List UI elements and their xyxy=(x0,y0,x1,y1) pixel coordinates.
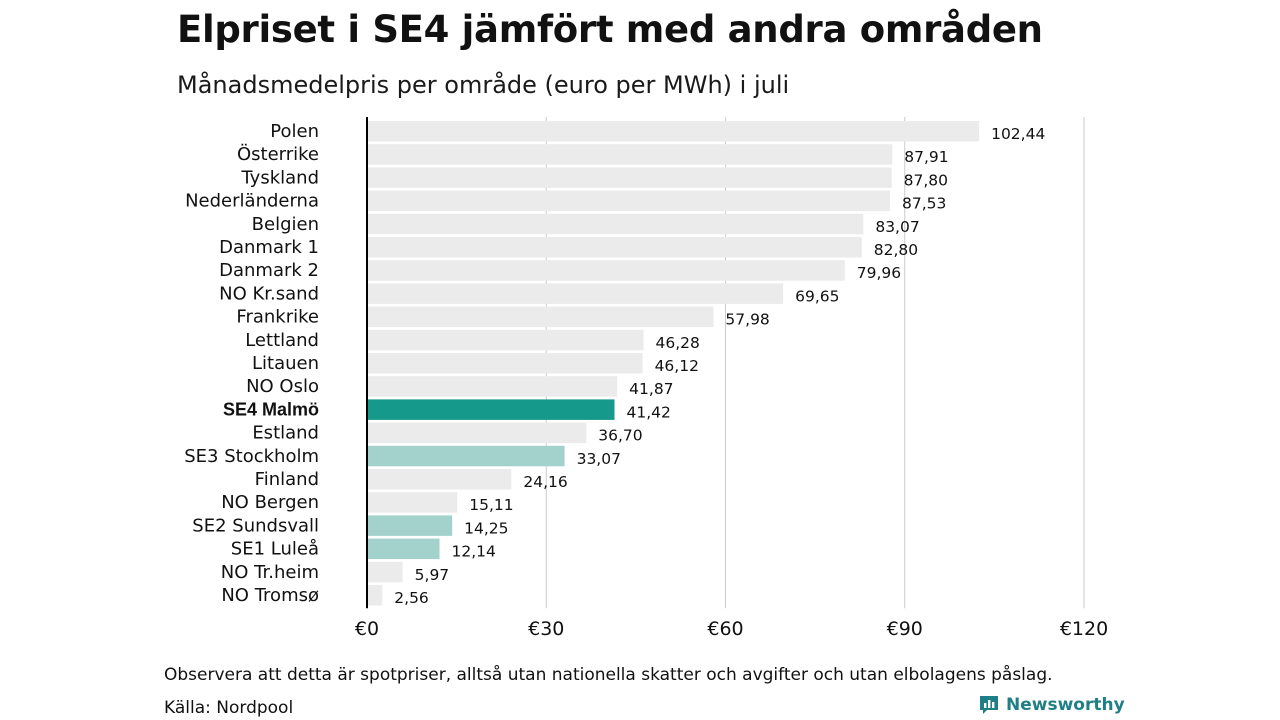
category-label: Finland xyxy=(255,469,319,490)
value-label: 69,65 xyxy=(795,287,839,305)
x-tick-label: €90 xyxy=(887,618,923,640)
category-label: Lettland xyxy=(245,330,319,351)
bar xyxy=(367,469,512,490)
value-label: 87,53 xyxy=(902,195,946,213)
value-label: 46,12 xyxy=(655,357,699,375)
bar xyxy=(367,376,618,397)
category-label: Danmark 1 xyxy=(219,237,319,258)
bars xyxy=(367,121,980,606)
category-label: SE4 Malmö xyxy=(223,399,319,419)
bar xyxy=(367,445,565,467)
brand-logo: Newsworthy xyxy=(978,694,1125,716)
bar xyxy=(367,260,845,281)
category-label: Frankrike xyxy=(236,307,319,328)
bar xyxy=(367,283,784,304)
x-axis: €0 €30 €60 €90 €120 xyxy=(355,117,1108,640)
chart-title: Elpriset i SE4 jämfört med andra områden xyxy=(177,8,1043,51)
value-label: 41,42 xyxy=(626,403,670,421)
x-tick-label: €60 xyxy=(707,618,743,640)
value-label: 2,56 xyxy=(394,589,429,607)
value-label: 87,80 xyxy=(904,171,948,189)
category-label: SE2 Sundsvall xyxy=(192,515,319,536)
bar xyxy=(367,561,403,583)
value-label: 33,07 xyxy=(577,450,621,468)
value-label: 83,07 xyxy=(875,218,919,236)
brand-name: Newsworthy xyxy=(1006,695,1125,715)
bar xyxy=(367,167,892,188)
value-labels: 102,44 87,91 87,80 87,53 83,07 82,80 79,96 69,6… xyxy=(394,125,1045,607)
value-label: 5,97 xyxy=(415,566,450,584)
category-label: Estland xyxy=(252,423,319,444)
category-label: NO Tr.heim xyxy=(221,562,319,583)
value-label: 102,44 xyxy=(991,125,1045,143)
bar xyxy=(367,121,980,142)
chart-subtitle: Månadsmedelpris per område (euro per MWh… xyxy=(177,71,790,99)
bar xyxy=(367,190,890,212)
category-label: NO Tromsø xyxy=(221,585,319,606)
value-label: 57,98 xyxy=(725,311,769,329)
bar xyxy=(367,353,643,374)
bar xyxy=(367,237,862,258)
bar xyxy=(367,492,458,513)
bar xyxy=(367,399,615,420)
bar xyxy=(367,144,893,165)
category-label: NO Bergen xyxy=(221,492,319,513)
value-label: 41,87 xyxy=(629,380,673,398)
value-label: 24,16 xyxy=(523,473,567,491)
category-label: Polen xyxy=(270,121,319,142)
category-label: NO Kr.sand xyxy=(219,283,319,304)
newsworthy-logo-icon xyxy=(980,696,998,714)
x-tick-label: €120 xyxy=(1060,618,1108,640)
value-label: 46,28 xyxy=(656,334,700,352)
bar xyxy=(367,213,864,235)
category-label: Litauen xyxy=(252,353,319,374)
category-label: Belgien xyxy=(252,214,319,235)
category-label: Nederländerna xyxy=(185,191,319,212)
category-label: Österrike xyxy=(237,143,319,165)
x-tick-label: €30 xyxy=(528,618,564,640)
footnote: Observera att detta är spotpriser, allts… xyxy=(164,665,1053,685)
x-tick-label: €0 xyxy=(355,618,379,640)
source-credit: Källa: Nordpool xyxy=(164,698,294,718)
category-label: SE3 Stockholm xyxy=(184,446,319,467)
value-label: 14,25 xyxy=(464,519,508,537)
value-label: 82,80 xyxy=(874,241,918,259)
bar xyxy=(367,329,644,351)
value-label: 12,14 xyxy=(452,543,496,561)
value-label: 15,11 xyxy=(469,496,513,514)
category-label: SE1 Luleå xyxy=(231,539,319,560)
bar xyxy=(367,585,383,606)
category-label: Danmark 2 xyxy=(219,260,319,281)
value-label: 87,91 xyxy=(904,148,948,166)
value-label: 36,70 xyxy=(598,427,642,445)
category-label: Tyskland xyxy=(240,167,319,188)
value-label: 79,96 xyxy=(857,264,901,282)
bar xyxy=(367,515,453,536)
category-label: NO Oslo xyxy=(246,376,319,397)
bar xyxy=(367,422,587,444)
bar xyxy=(367,538,440,560)
bar xyxy=(367,306,714,328)
